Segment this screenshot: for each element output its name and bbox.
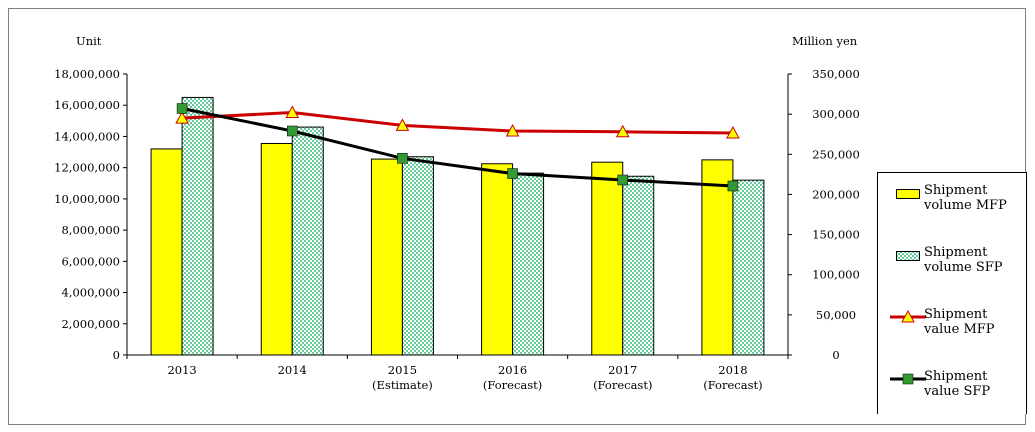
legend-swatch-value-mfp: [890, 310, 926, 323]
x-tick-label: 2015: [388, 363, 417, 377]
left-tick-label: 10,000,000: [54, 192, 120, 206]
bar-volume-mfp: [370, 158, 403, 356]
bar-volume-sfp: [732, 179, 765, 356]
left-axis-title: Unit: [76, 34, 102, 48]
legend-label: volume SFP: [924, 260, 1003, 275]
bar-volume-sfp: [401, 156, 434, 356]
legend-label: volume MFP: [924, 198, 1007, 213]
point-value-sfp: [507, 168, 518, 179]
legend-label: Shipment: [924, 307, 988, 322]
point-value-mfp: [285, 105, 300, 119]
right-tick-label: 300,000: [812, 107, 860, 121]
point-value-mfp: [505, 123, 520, 137]
point-value-mfp: [615, 124, 630, 138]
right-tick-label: 0: [832, 348, 839, 362]
bar-volume-sfp: [181, 96, 214, 356]
left-tick-label: 6,000,000: [61, 254, 120, 268]
bar-volume-mfp: [591, 161, 624, 356]
right-axis-title: Million yen: [792, 34, 858, 48]
legend-swatch-value-sfp: [890, 373, 926, 385]
point-value-mfp: [726, 125, 740, 139]
x-tick-label: 2017: [608, 363, 637, 377]
legend-swatch-volume-sfp: [896, 251, 920, 261]
legend-label: Shipment: [924, 369, 988, 384]
right-tick-label: 150,000: [812, 228, 860, 242]
right-tick-label: 100,000: [812, 268, 860, 282]
legend-item-value-sfp: Shipment value SFP: [878, 369, 1026, 409]
bar-volume-sfp: [622, 175, 655, 356]
right-tick-label: 250,000: [812, 147, 860, 161]
x-tick-label: 2018: [718, 363, 747, 377]
point-value-mfp: [175, 111, 189, 124]
bar-volume-mfp: [150, 148, 183, 356]
legend-item-volume-mfp: Shipment volume MFP: [878, 183, 1026, 223]
left-tick-label: 4,000,000: [61, 286, 120, 300]
line-value-sfp: [181, 107, 733, 188]
x-tick-label: 2013: [167, 363, 196, 377]
legend-label: value SFP: [924, 384, 991, 399]
point-value-sfp: [397, 153, 408, 164]
legend: Shipment volume MFP Shipment volume SFP …: [877, 172, 1027, 414]
left-tick-label: 18,000,000: [54, 67, 120, 81]
legend-label: Shipment: [924, 245, 988, 260]
x-tick-label-sub: (Forecast): [483, 378, 542, 392]
bar-volume-sfp: [512, 172, 545, 356]
x-tick-label-sub: (Forecast): [703, 378, 762, 392]
right-tick-label: 200,000: [812, 187, 860, 201]
bar-volume-mfp: [701, 159, 734, 356]
left-tick-label: 2,000,000: [61, 317, 120, 331]
point-value-sfp: [176, 103, 188, 114]
legend-swatch-volume-mfp: [896, 189, 920, 199]
x-tick-label: 2014: [278, 363, 307, 377]
point-value-sfp: [287, 125, 298, 137]
line-value-mfp: [182, 111, 733, 135]
bar-volume-sfp: [291, 126, 324, 356]
bar-volume-mfp: [260, 142, 293, 356]
left-tick-label: 0: [113, 348, 120, 362]
left-tick-label: 14,000,000: [54, 129, 120, 143]
right-tick-label: 350,000: [812, 67, 860, 81]
legend-item-value-mfp: Shipment value MFP: [878, 307, 1026, 347]
legend-item-volume-sfp: Shipment volume SFP: [878, 245, 1026, 285]
point-value-sfp: [617, 174, 628, 186]
bar-volume-mfp: [481, 163, 514, 356]
x-tick-label: 2016: [498, 363, 527, 377]
right-tick-label: 50,000: [816, 308, 856, 322]
point-value-mfp: [395, 118, 410, 131]
left-tick-label: 16,000,000: [54, 98, 120, 112]
legend-label: Shipment: [924, 183, 988, 198]
left-tick-label: 8,000,000: [61, 223, 120, 237]
left-tick-label: 12,000,000: [54, 161, 120, 175]
legend-label: value MFP: [924, 322, 995, 337]
point-value-sfp: [727, 180, 739, 192]
x-tick-label-sub: (Forecast): [593, 378, 652, 392]
x-tick-label-sub: (Estimate): [372, 378, 433, 392]
